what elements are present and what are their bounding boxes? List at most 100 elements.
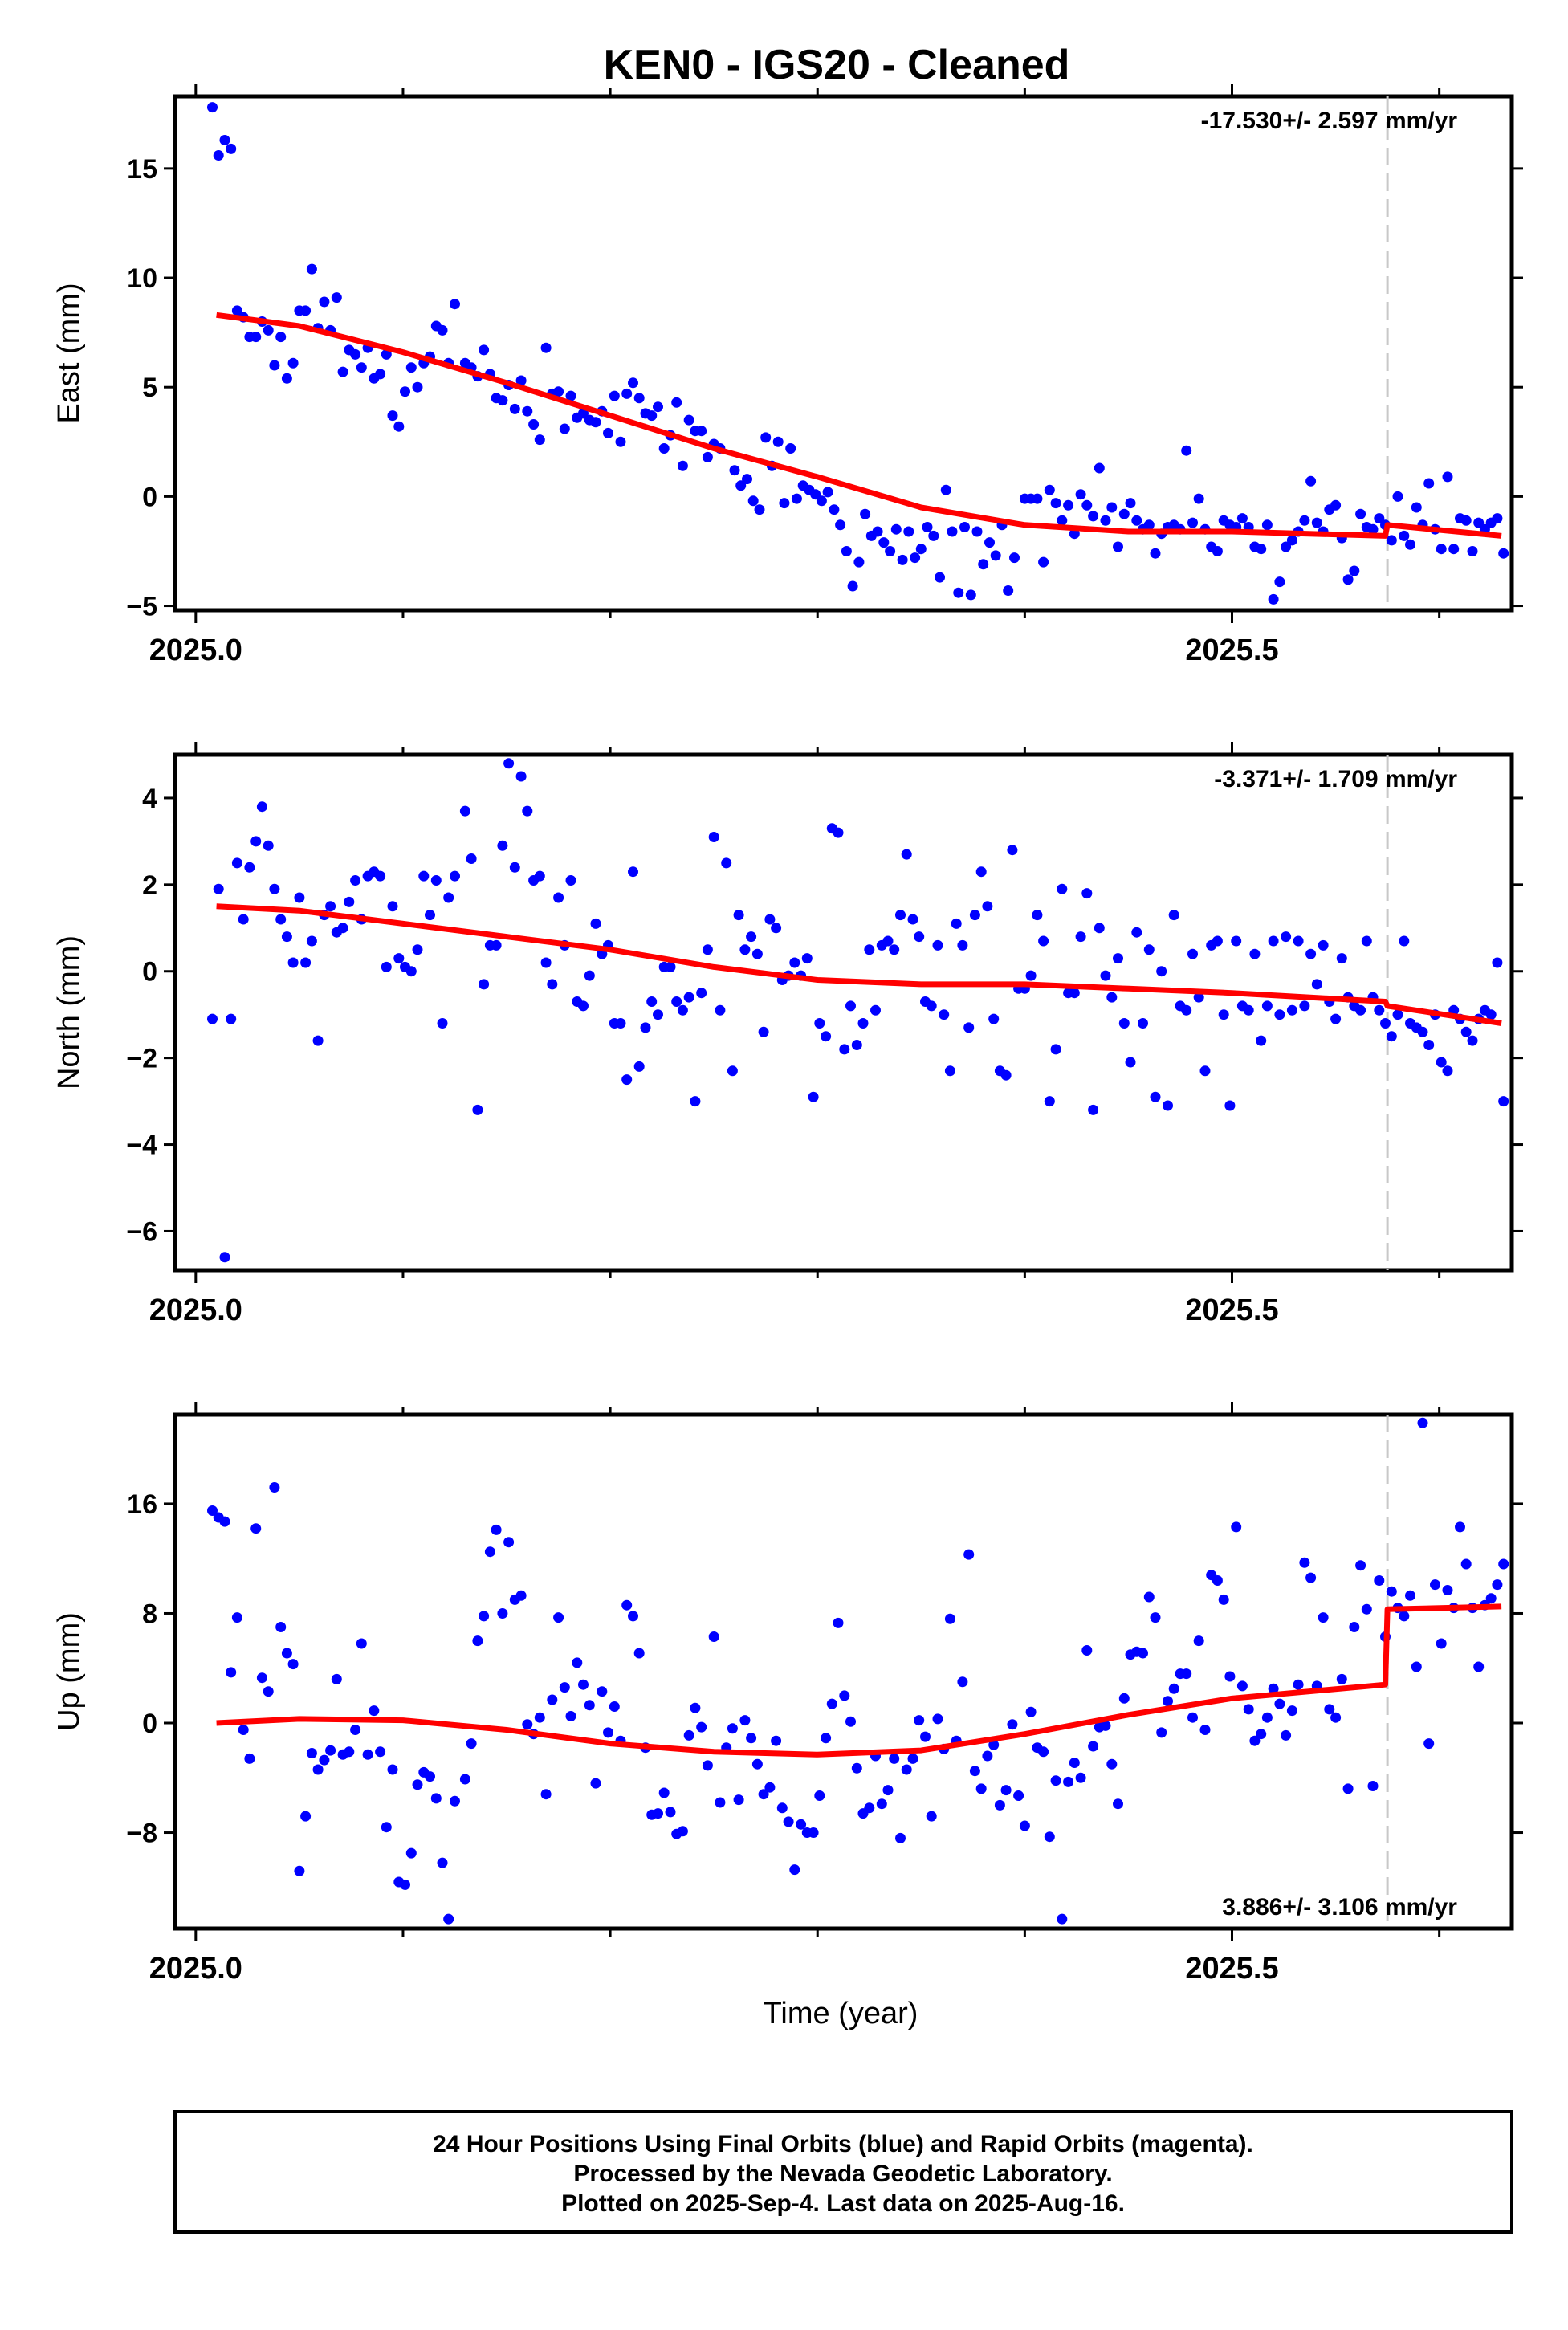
north-data-point	[207, 1013, 218, 1024]
up-data-point	[1436, 1638, 1447, 1649]
chart-title: KEN0 - IGS20 - Cleaned	[604, 42, 1070, 88]
up-data-point	[876, 1798, 887, 1810]
up-data-point	[425, 1771, 435, 1782]
up-data-point	[821, 1733, 832, 1744]
east-data-point	[702, 451, 713, 462]
east-data-point	[497, 395, 508, 406]
east-data-point	[1367, 523, 1379, 535]
north-data-point	[1380, 1018, 1391, 1029]
up-data-point	[479, 1611, 490, 1622]
up-data-point	[578, 1679, 589, 1690]
east-data-point	[306, 263, 317, 275]
north-data-point	[231, 857, 242, 869]
east-y-tick-label: 10	[127, 263, 157, 294]
north-data-point	[1460, 1026, 1472, 1037]
north-data-point	[1088, 1104, 1099, 1115]
east-data-point	[1050, 498, 1061, 509]
north-data-point	[1336, 953, 1347, 964]
east-data-point	[1299, 515, 1310, 526]
north-data-point	[1212, 935, 1223, 947]
east-data-point	[1286, 535, 1297, 546]
up-data-point	[1261, 1712, 1273, 1723]
east-data-point	[479, 344, 490, 356]
up-data-point	[1430, 1579, 1440, 1591]
up-data-point	[690, 1702, 701, 1713]
east-data-point	[1460, 515, 1472, 526]
east-data-point	[829, 504, 840, 515]
east-y-tick-label: 15	[127, 154, 157, 185]
up-y-tick-label: 16	[127, 1489, 157, 1520]
north-data-point	[1038, 935, 1049, 947]
up-data-point	[839, 1690, 850, 1701]
east-data-point	[1386, 535, 1397, 546]
north-data-point	[425, 910, 435, 921]
up-data-point	[1025, 1706, 1037, 1717]
east-data-point	[1492, 513, 1503, 524]
north-data-point	[914, 931, 925, 943]
up-data-point	[405, 1847, 417, 1859]
up-data-point	[683, 1729, 694, 1741]
up-data-point	[1218, 1594, 1229, 1605]
up-data-point	[534, 1712, 545, 1723]
east-data-point	[393, 421, 405, 432]
north-data-point	[944, 1065, 955, 1077]
north-panel: −6 −4 −2 0 2 4 2025.0 2025.5 North (mm) -3.371+/-…	[52, 742, 1523, 1327]
east-rate-label: -17.530+/- 2.597 mm/yr	[1201, 108, 1458, 134]
up-data-point	[1088, 1741, 1099, 1752]
east-data-point	[381, 348, 392, 360]
north-data-point	[764, 914, 776, 925]
north-data-point	[727, 1065, 738, 1077]
east-x-tick-label: 2025.5	[1185, 633, 1278, 667]
up-data-point	[1268, 1683, 1279, 1694]
east-data-point	[405, 362, 417, 373]
up-data-point	[350, 1725, 361, 1735]
up-data-point	[1281, 1729, 1292, 1741]
north-data-point	[1249, 948, 1261, 959]
up-data-point	[1318, 1612, 1329, 1623]
north-data-point	[1299, 1000, 1310, 1012]
north-data-point	[1131, 927, 1142, 938]
north-data-point	[857, 1018, 869, 1029]
east-data-point	[671, 397, 682, 408]
north-data-point	[1423, 1040, 1435, 1050]
north-data-point	[621, 1074, 633, 1086]
north-data-point	[375, 870, 386, 882]
north-data-point	[864, 944, 875, 955]
east-data-point	[1411, 502, 1422, 513]
up-data-point	[776, 1802, 788, 1814]
north-data-point	[1113, 953, 1123, 964]
east-data-point	[615, 436, 626, 447]
up-data-point	[344, 1746, 355, 1758]
up-data-point	[219, 1516, 230, 1527]
up-data-point	[957, 1676, 968, 1688]
up-data-point	[702, 1760, 713, 1771]
north-data-point	[450, 870, 460, 882]
up-data-point	[677, 1826, 688, 1837]
up-data-point	[1342, 1783, 1354, 1794]
up-data-point	[1193, 1635, 1204, 1647]
east-data-point	[1038, 556, 1049, 568]
east-data-point	[1330, 499, 1342, 511]
up-data-point	[1399, 1611, 1410, 1622]
north-y-tick-label: 2	[142, 870, 157, 901]
north-data-point	[1268, 935, 1279, 947]
east-data-point	[1268, 593, 1279, 605]
east-data-point	[742, 474, 752, 485]
up-data-point	[1057, 1913, 1068, 1925]
north-data-point	[932, 939, 943, 951]
up-data-point	[1485, 1593, 1497, 1604]
north-data-point	[640, 1022, 651, 1033]
up-data-point	[281, 1648, 292, 1659]
up-data-point	[306, 1748, 317, 1758]
east-data-point	[878, 537, 890, 548]
east-data-point	[696, 426, 707, 437]
up-data-point	[565, 1711, 576, 1721]
east-data-point	[1181, 445, 1192, 456]
up-data-point	[400, 1879, 410, 1890]
north-data-point	[1199, 1065, 1211, 1077]
east-data-point	[1075, 489, 1086, 500]
up-data-point	[982, 1750, 993, 1762]
north-data-point	[1218, 1009, 1229, 1020]
east-data-point	[853, 556, 865, 568]
north-data-point	[381, 961, 392, 972]
